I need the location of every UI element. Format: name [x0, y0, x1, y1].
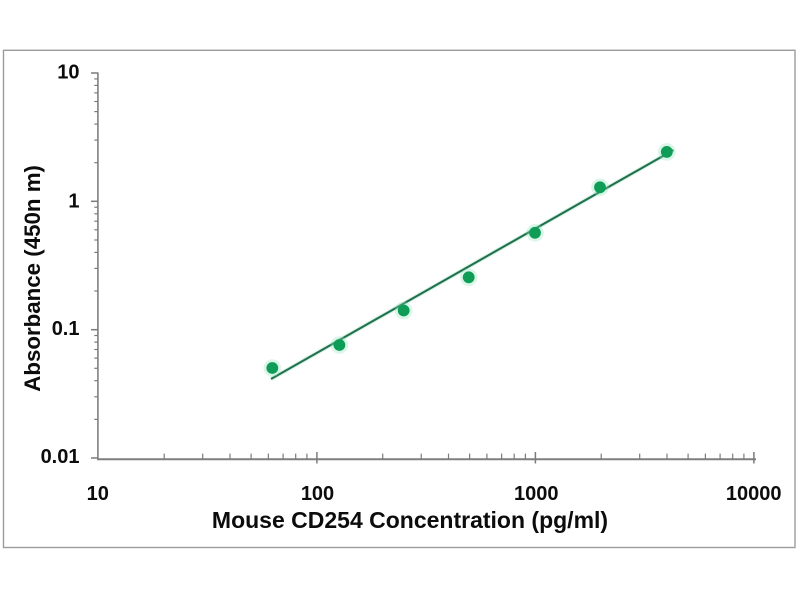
svg-text:10: 10 — [87, 483, 109, 505]
svg-text:Absorbance (450n m): Absorbance (450n m) — [20, 165, 45, 392]
svg-text:100: 100 — [301, 483, 334, 505]
svg-text:10: 10 — [57, 62, 79, 84]
svg-text:0.1: 0.1 — [52, 318, 80, 340]
svg-text:10000: 10000 — [726, 483, 782, 505]
svg-text:Mouse CD254 Concentration (pg/: Mouse CD254 Concentration (pg/ml) — [212, 507, 608, 533]
svg-text:1: 1 — [68, 191, 79, 213]
svg-text:1000: 1000 — [514, 483, 559, 505]
svg-text:0.01: 0.01 — [41, 446, 80, 468]
